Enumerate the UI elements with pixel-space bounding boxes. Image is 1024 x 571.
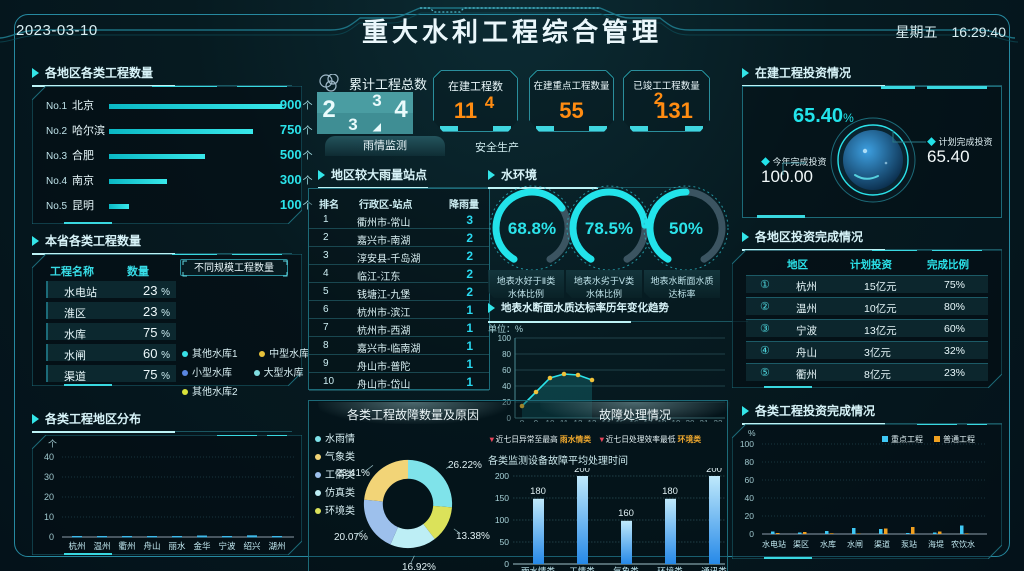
svg-text:26.22%: 26.22% xyxy=(448,460,482,471)
svg-text:环境类: 环境类 xyxy=(657,566,683,571)
svg-text:60: 60 xyxy=(502,366,511,375)
svg-text:160: 160 xyxy=(618,508,634,519)
svg-text:60: 60 xyxy=(745,475,755,485)
svg-text:水电站: 水电站 xyxy=(762,539,786,549)
svg-text:20.07%: 20.07% xyxy=(334,532,368,543)
svg-text:200: 200 xyxy=(574,468,590,475)
svg-text:农饮水: 农饮水 xyxy=(951,539,975,549)
svg-text:40: 40 xyxy=(44,452,54,462)
svg-text:180: 180 xyxy=(662,486,678,497)
svg-text:渠区: 渠区 xyxy=(793,539,809,549)
svg-text:水库: 水库 xyxy=(820,539,836,549)
svg-text:杭州: 杭州 xyxy=(68,541,85,551)
svg-text:30: 30 xyxy=(44,472,54,482)
svg-text:10: 10 xyxy=(44,512,54,522)
svg-text:水闸: 水闸 xyxy=(847,539,863,549)
svg-text:渠道: 渠道 xyxy=(874,539,890,549)
svg-text:0: 0 xyxy=(504,559,509,569)
svg-text:23.41%: 23.41% xyxy=(336,468,370,479)
svg-text:泵站: 泵站 xyxy=(901,539,917,549)
svg-text:20: 20 xyxy=(745,511,755,521)
svg-text:衢州: 衢州 xyxy=(118,541,135,551)
svg-text:海堤: 海堤 xyxy=(928,539,944,549)
svg-text:温州: 温州 xyxy=(93,541,110,551)
svg-text:通讯类: 通讯类 xyxy=(701,566,727,571)
svg-text:50%: 50% xyxy=(669,219,703,238)
svg-text:0: 0 xyxy=(749,529,754,539)
svg-text:绍兴: 绍兴 xyxy=(243,541,261,551)
svg-text:50: 50 xyxy=(500,537,510,547)
svg-text:个: 个 xyxy=(48,439,57,449)
svg-text:金华: 金华 xyxy=(193,541,211,551)
svg-text:100: 100 xyxy=(495,515,509,525)
svg-text:重点工程: 重点工程 xyxy=(891,434,923,444)
svg-text:16.92%: 16.92% xyxy=(402,562,436,571)
svg-text:100: 100 xyxy=(740,439,754,449)
svg-text:40: 40 xyxy=(502,382,511,391)
svg-text:20: 20 xyxy=(44,492,54,502)
svg-text:舟山: 舟山 xyxy=(143,541,160,551)
svg-text:80: 80 xyxy=(502,350,511,359)
svg-text:湖州: 湖州 xyxy=(268,541,285,551)
svg-text:200: 200 xyxy=(706,468,722,475)
svg-text:100: 100 xyxy=(498,334,512,343)
svg-text:180: 180 xyxy=(530,486,546,497)
svg-text:150: 150 xyxy=(495,493,509,503)
svg-text:%: % xyxy=(748,428,756,438)
svg-text:雨水情类: 雨水情类 xyxy=(521,566,556,571)
svg-text:工情类: 工情类 xyxy=(569,566,595,571)
svg-text:78.5%: 78.5% xyxy=(585,219,633,238)
svg-text:80: 80 xyxy=(745,457,755,467)
svg-text:40: 40 xyxy=(745,493,755,503)
svg-text:200: 200 xyxy=(495,471,509,481)
svg-text:0: 0 xyxy=(49,532,54,542)
svg-text:丽水: 丽水 xyxy=(168,541,186,551)
svg-text:68.8%: 68.8% xyxy=(508,219,556,238)
svg-text:宁波: 宁波 xyxy=(218,541,236,551)
svg-text:普通工程: 普通工程 xyxy=(943,434,975,444)
svg-text:气象类: 气象类 xyxy=(613,566,639,571)
